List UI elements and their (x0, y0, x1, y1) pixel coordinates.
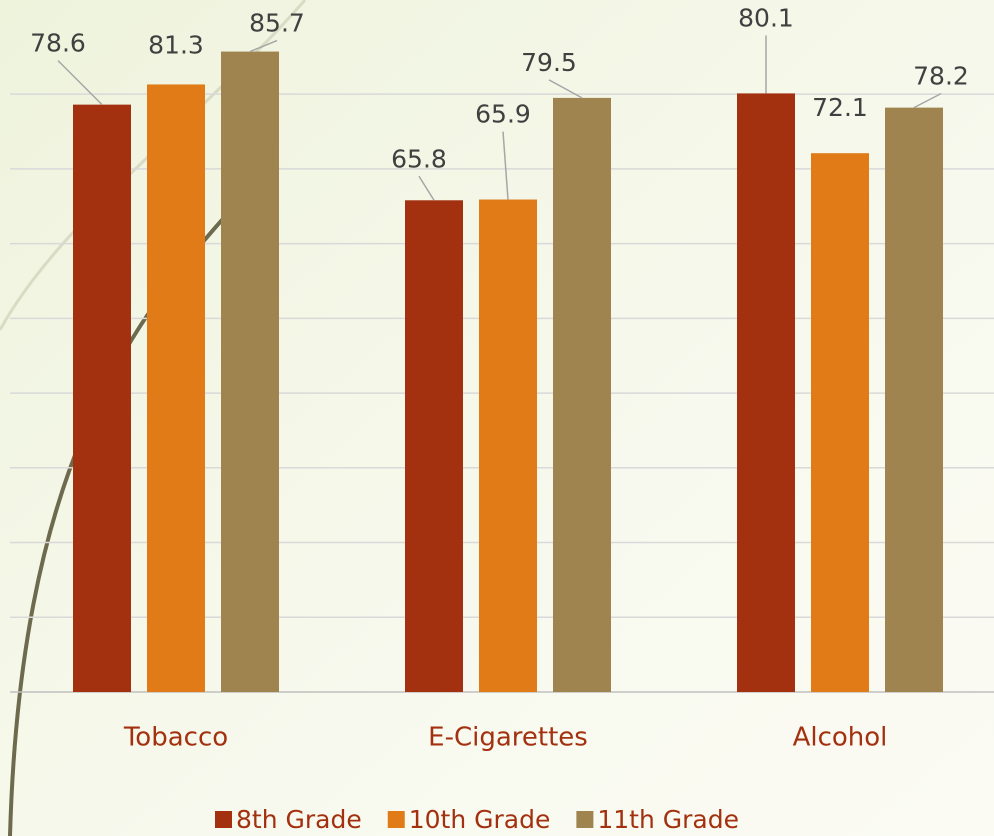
data-label: 80.1 (738, 3, 794, 32)
data-label: 78.2 (913, 62, 969, 91)
legend-label: 11th Grade (597, 805, 739, 834)
legend-swatch (215, 811, 232, 828)
bar (811, 153, 869, 693)
bar (73, 104, 131, 693)
x-tick-label: E-Cigarettes (428, 723, 588, 753)
bar (737, 93, 795, 692)
data-label: 65.9 (475, 100, 531, 129)
leader-line (57, 60, 103, 106)
leader-line (913, 92, 942, 109)
data-label: 78.6 (30, 29, 86, 58)
x-tick-label: Tobacco (123, 723, 228, 753)
bar (221, 51, 279, 692)
legend-label: 10th Grade (409, 805, 551, 834)
data-label: 85.7 (249, 9, 305, 38)
leader-line (502, 131, 509, 200)
bar (405, 200, 463, 692)
leader-line (249, 39, 278, 53)
leader-line (548, 79, 583, 99)
legend-swatch (387, 811, 405, 828)
bar (147, 84, 205, 692)
data-label: 72.1 (812, 93, 868, 122)
bar (885, 107, 943, 693)
bar (553, 97, 611, 692)
bar (479, 199, 537, 692)
data-label: 65.8 (391, 144, 447, 173)
legend-label: 8th Grade (236, 805, 362, 834)
data-label: 81.3 (148, 30, 204, 59)
data-label: 79.5 (521, 48, 577, 77)
legend-swatch (576, 811, 594, 828)
x-tick-label: Alcohol (793, 723, 888, 753)
leader-line (418, 175, 435, 201)
